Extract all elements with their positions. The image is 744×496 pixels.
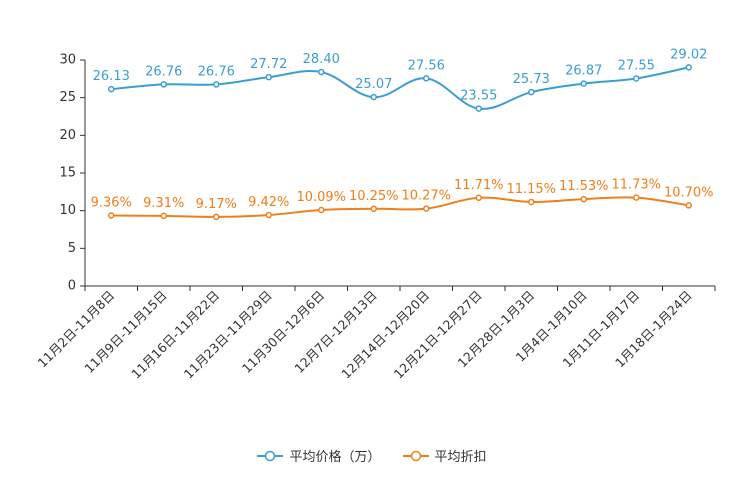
data-label: 10.27% <box>401 189 451 204</box>
data-point <box>108 85 115 93</box>
series-price: 26.13 26.76 26.76 27.72 28.40 25.07 27.56 23.55… <box>93 47 707 112</box>
data-point <box>265 73 272 81</box>
x-tick-label: 11月23日-11月29日 <box>181 288 275 382</box>
data-label: 27.55 <box>618 58 655 73</box>
legend-item-discount[interactable]: 平均折扣 <box>402 446 487 465</box>
data-point <box>475 105 482 112</box>
data-label: 9.31% <box>143 196 184 211</box>
series-discount: 9.36% 9.31% 9.17% 9.42% 10.09% 10.25% 10.27%11… <box>91 178 714 221</box>
data-point <box>370 93 377 101</box>
data-label: 27.56 <box>408 58 445 73</box>
series-line <box>111 196 689 218</box>
data-label: 27.72 <box>250 57 287 72</box>
data-point <box>108 212 115 219</box>
data-label: 23.55 <box>460 89 497 104</box>
data-point <box>633 75 640 82</box>
data-point <box>423 75 430 82</box>
legend-discount-marker-icon <box>402 450 429 461</box>
data-point <box>580 195 587 203</box>
y-tick-label: 0 <box>68 279 76 294</box>
data-point <box>318 206 325 214</box>
data-label: 11.53% <box>559 179 609 194</box>
legend-discount-label: 平均折扣 <box>434 450 487 465</box>
legend-price-marker-icon <box>257 450 284 461</box>
data-point <box>633 194 640 201</box>
x-tick-label: 11月16日-11月22日 <box>128 288 222 382</box>
data-point <box>580 80 587 87</box>
data-label: 10.70% <box>664 185 714 200</box>
data-label: 26.76 <box>198 64 235 79</box>
y-tick-label: 20 <box>59 128 76 143</box>
data-label: 9.17% <box>196 197 237 212</box>
y-tick-label: 25 <box>59 90 76 105</box>
data-point <box>528 88 535 96</box>
data-point <box>318 68 325 76</box>
y-tick-label: 10 <box>59 203 76 218</box>
data-label: 25.07 <box>355 77 392 92</box>
data-label: 11.71% <box>454 178 504 193</box>
data-label: 9.42% <box>248 195 289 210</box>
data-point <box>685 202 692 209</box>
x-tick-label: 12月14日-12月20日 <box>338 288 432 382</box>
chart-axes: 05101520253011月2日-11月8日11月9日-11月15日11月16… <box>34 53 716 382</box>
data-point <box>160 212 167 220</box>
data-point <box>213 213 220 221</box>
data-point <box>528 198 535 206</box>
legend-item-price[interactable]: 平均价格（万） <box>257 446 381 465</box>
data-point <box>685 64 692 71</box>
y-tick-label: 30 <box>59 53 76 68</box>
data-label: 29.02 <box>670 47 707 62</box>
data-point <box>160 81 167 88</box>
data-label: 11.73% <box>611 178 661 193</box>
data-point <box>423 205 430 212</box>
legend-price-label: 平均价格（万） <box>289 450 381 465</box>
legend: 平均价格（万） 平均折扣 <box>0 446 744 465</box>
data-label: 10.09% <box>296 190 346 205</box>
y-tick-label: 15 <box>59 166 76 181</box>
data-point <box>475 194 482 202</box>
data-label: 11.15% <box>506 182 556 197</box>
chart-series: 26.13 26.76 26.76 27.72 28.40 25.07 27.56 23.55… <box>91 47 714 221</box>
data-label: 25.73 <box>513 72 550 87</box>
data-label: 9.36% <box>91 195 132 210</box>
data-label: 26.13 <box>93 69 130 84</box>
x-tick-label: 12月21日-12月27日 <box>391 288 485 382</box>
data-label: 10.25% <box>349 189 399 204</box>
y-tick-label: 5 <box>68 241 76 256</box>
data-label: 26.87 <box>565 64 602 79</box>
data-point <box>370 205 377 213</box>
data-label: 28.40 <box>303 52 340 67</box>
data-label: 26.76 <box>145 64 182 79</box>
data-point <box>265 211 272 219</box>
data-point <box>213 81 220 88</box>
